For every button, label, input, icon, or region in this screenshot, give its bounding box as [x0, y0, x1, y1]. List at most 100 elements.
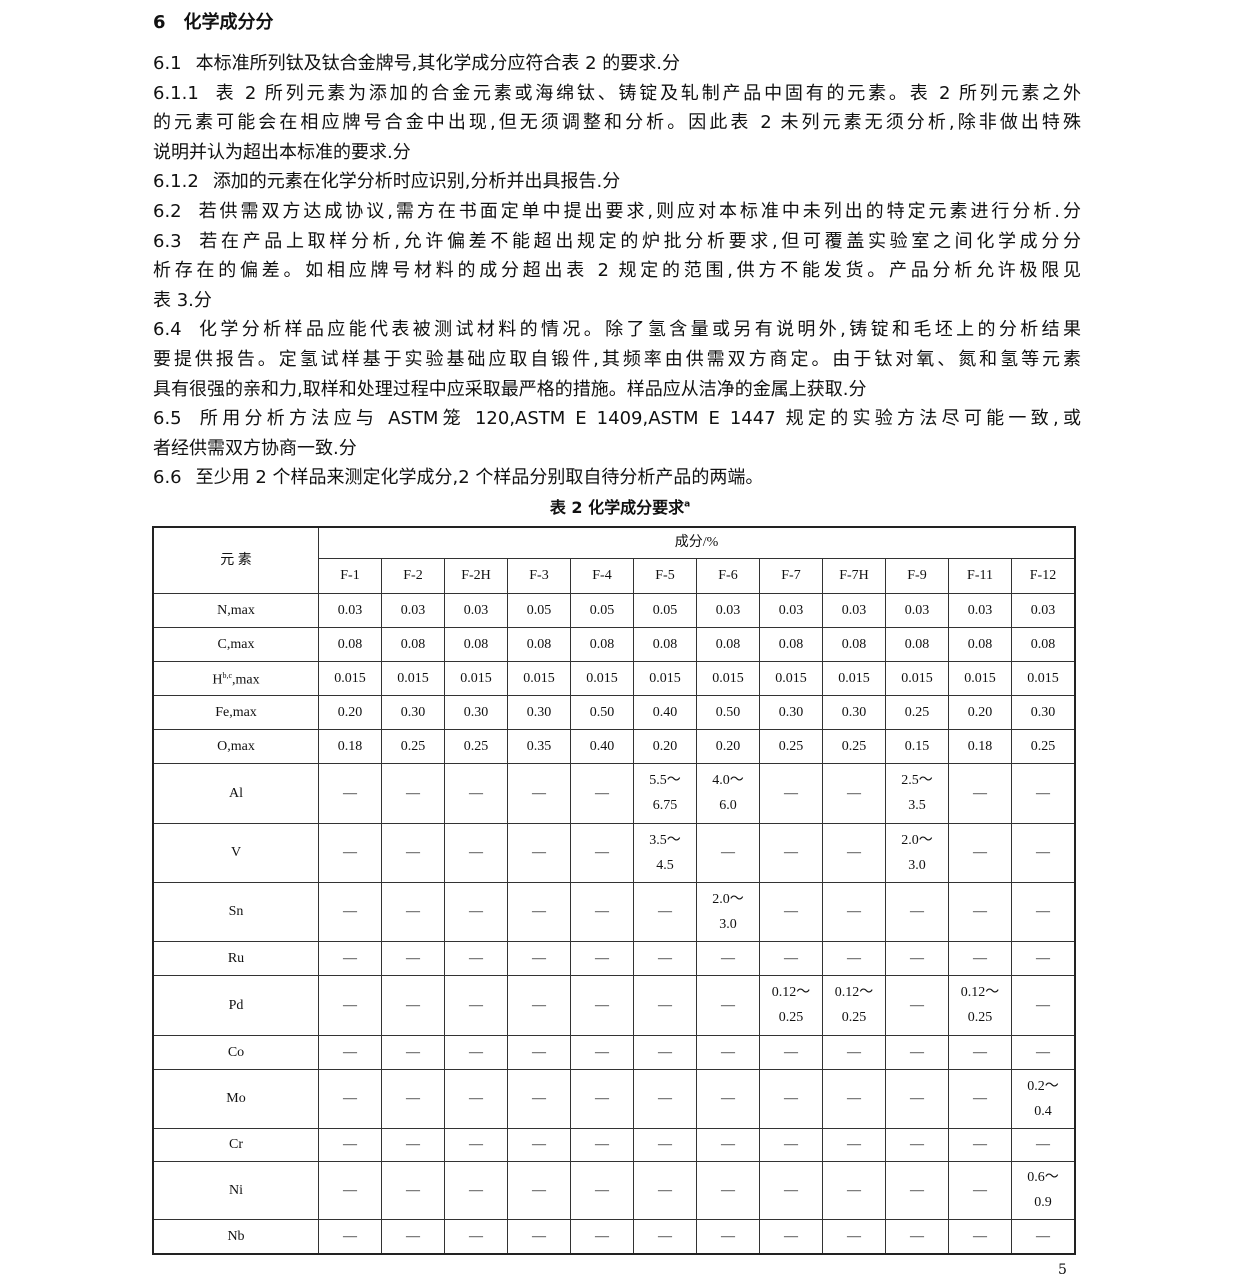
table-row: N,max 0.03 0.03 0.03 0.05 0.05 0.05 0.03 0.03 0.0… [152, 592, 1076, 628]
value-cell: — [381, 974, 445, 1036]
table-row: Mo — — — — — — — — — — —0.2～ 0.4 [152, 1068, 1076, 1129]
value-cell: 2.5～ 3.5 [885, 762, 949, 824]
value-cell: — [759, 1034, 823, 1070]
value-cell: 0.25 [759, 728, 823, 764]
value-cell: 0.25 [885, 694, 949, 730]
element-label: Fe,max [215, 704, 257, 720]
header-row: 元 素成分/% [152, 526, 1076, 594]
value-cell: 0.30 [759, 694, 823, 730]
value-cell: — [948, 1068, 1012, 1129]
clause-text: 添加的元素在化学分析时应识别,分析并出具报告.分 [212, 171, 621, 193]
value-cell: 2.0～ 3.0 [885, 822, 949, 883]
value-cell: — [759, 822, 823, 883]
value-cell: — [696, 940, 760, 976]
value-cell: — [1011, 974, 1076, 1036]
grade-header-row: F-1 F-2 F-2H F-3 F-4 F-5 F-6 F-7 F-7H F-9 F-11 F-12 [153, 557, 1076, 594]
value-cell: — [948, 881, 1012, 942]
element-name: O,max [152, 728, 319, 764]
clause-text: 至少用 2 个样品来测定化学成分,2 个样品分别取自待分析产品的两端。 [195, 467, 764, 489]
value-cell: 0.6～ 0.9 [1011, 1160, 1076, 1220]
value-cell: 0.015 [759, 660, 823, 696]
grade-header: F-7 [759, 557, 823, 594]
value-cell: 0.015 [570, 660, 634, 696]
clause-text: 本标准所列钛及钛合金牌号,其化学成分应符合表 2 的要求.分 [195, 53, 680, 74]
value-cell: — [318, 1160, 382, 1220]
clause-text: 析存在的偏差。如相应牌号材料的成分超出表 2 规定的范围,供方不能发货。产品分析… [153, 260, 1081, 282]
chemical-composition-table: 元 素成分/% F-1 F-2 F-2H F-3 F-4 F-5 F-6 F-7 F-7H F-9 F… [152, 526, 1076, 1255]
clause-text: 的元素可能会在相应牌号合金中出现,但无须调整和分析。因此表 2 未列元素无须分析… [153, 112, 1081, 134]
value-cell: — [1011, 1034, 1076, 1070]
value-cell: — [444, 1068, 508, 1129]
value-cell: — [507, 1068, 571, 1129]
value-cell: 0.12～ 0.25 [759, 974, 823, 1036]
clause-text: 若供需双方达成协议,需方在书面定单中提出要求,则应对本标准中未列出的特定元素进行… [195, 200, 1081, 222]
value-cell: — [507, 762, 571, 824]
element-name: Pd [152, 974, 319, 1036]
table-row: Co — — — — — — — — — — — — [152, 1034, 1076, 1070]
table-row: Sn — — — — — —2.0～ 3.0— — — — — [152, 881, 1076, 942]
value-cell: — [822, 1034, 886, 1070]
value-cell: 0.40 [570, 728, 634, 764]
value-cell: 0.08 [1011, 626, 1076, 662]
value-cell: — [696, 1127, 760, 1162]
value-cell: 5.5～ 6.75 [633, 762, 697, 824]
value-cell: — [948, 1218, 1012, 1255]
value-cell: — [318, 940, 382, 976]
value-cell: 0.30 [1011, 694, 1076, 730]
value-cell: — [318, 1127, 382, 1162]
value-cell: — [696, 1068, 760, 1129]
value-cell: — [759, 881, 823, 942]
text-line: 6.2 若供需双方达成协议,需方在书面定单中提出要求,则应对本标准中未列出的特定元… [153, 197, 1081, 227]
value-cell: 0.08 [381, 626, 445, 662]
grade-header: F-9 [885, 557, 949, 594]
value-cell: — [318, 881, 382, 942]
value-cell: — [570, 1068, 634, 1129]
table-row: Al — — — — —5.5～ 6.75 4.0～ 6.0— —2.5～ 3.5— — [152, 762, 1076, 824]
element-label: Cr [229, 1137, 243, 1152]
element-name: Hb,c,max [152, 660, 319, 696]
value-cell: — [570, 822, 634, 883]
value-cell: — [948, 762, 1012, 824]
grade-header: F-4 [570, 557, 634, 594]
value-cell: — [444, 762, 508, 824]
text-line: 6.5 所用分析方法应与 ASTM笼 120,ASTM E 1409,ASTM E… [153, 404, 1081, 434]
value-cell: — [759, 940, 823, 976]
value-cell: 0.05 [633, 592, 697, 628]
clause-number: 6.4 [153, 319, 182, 341]
value-cell: — [822, 1218, 886, 1255]
value-cell: 0.18 [948, 728, 1012, 764]
value-cell: 0.50 [570, 694, 634, 730]
table-caption: 表 2 化学成分要求a [0, 494, 1240, 518]
element-label: Ru [227, 950, 245, 966]
table-row: Hb,c,max 0.015 0.015 0.015 0.015 0.015 0.015 0.… [152, 660, 1076, 696]
element-name: V [152, 822, 319, 883]
value-cell: 0.08 [507, 626, 571, 662]
clause-text: 若在产品上取样分析,允许偏差不能超出规定的炉批分析要求,但可覆盖实验室之间化学成… [195, 230, 1081, 252]
element-label: Nb [227, 1228, 245, 1244]
element-name: Mo [152, 1068, 319, 1129]
value-cell: — [507, 1127, 571, 1162]
value-cell: — [444, 940, 508, 976]
value-cell: — [1011, 1218, 1076, 1255]
value-cell: 0.08 [570, 626, 634, 662]
value-cell: 0.03 [381, 592, 445, 628]
value-cell: 0.015 [1011, 660, 1076, 696]
value-cell: — [1011, 822, 1076, 883]
clause-text: 说明并认为超出本标准的要求.分 [153, 141, 411, 163]
value-cell: 0.20 [318, 694, 382, 730]
element-name: Co [152, 1034, 319, 1070]
element-header: 元 素 [152, 526, 319, 594]
value-cell: — [444, 974, 508, 1036]
value-cell: — [570, 1218, 634, 1255]
text-line: 要提供报告。定氢试样基于实验基础应取自锻件,其频率由供需双方商定。由于钛对氧、氮… [153, 345, 1081, 375]
table-row: Cr — — — — — — — — — — — — [152, 1127, 1076, 1162]
clause-number: 6.6 [153, 467, 182, 489]
clause-number: 6.2 [153, 200, 182, 222]
value-cell: — [318, 1218, 382, 1255]
element-name: Ni [152, 1160, 319, 1220]
element-name: N,max [152, 592, 319, 628]
value-cell: — [633, 940, 697, 976]
value-cell: — [822, 822, 886, 883]
table-row: Fe,max 0.20 0.30 0.30 0.30 0.50 0.40 0.50 0.30 0.… [152, 694, 1076, 730]
element-name: Nb [152, 1218, 319, 1255]
